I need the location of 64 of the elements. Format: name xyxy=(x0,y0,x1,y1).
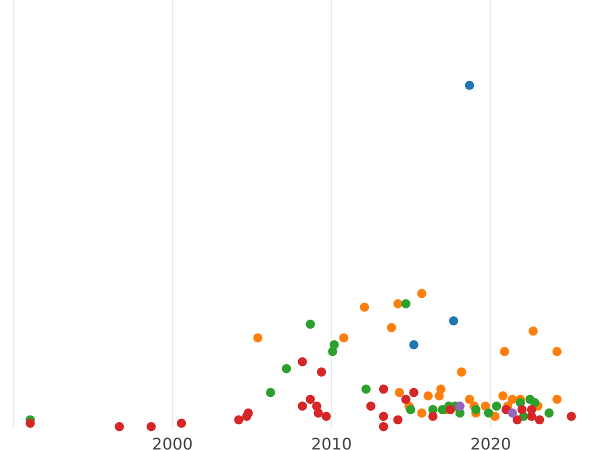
point xyxy=(306,320,315,329)
point xyxy=(393,299,402,308)
x-tick-label: 2010 xyxy=(311,434,352,450)
point xyxy=(378,422,388,432)
point xyxy=(552,394,562,404)
x-tick-label: 2020 xyxy=(470,434,512,450)
point xyxy=(282,364,292,374)
point xyxy=(298,402,307,411)
point xyxy=(484,408,494,418)
point xyxy=(544,408,554,418)
point xyxy=(361,384,371,394)
point xyxy=(378,412,388,421)
point xyxy=(409,340,418,350)
point xyxy=(552,346,562,356)
point xyxy=(114,422,124,432)
point xyxy=(492,402,502,411)
point xyxy=(517,404,527,414)
point xyxy=(401,299,410,308)
point xyxy=(244,408,253,418)
point xyxy=(446,404,456,414)
point xyxy=(266,388,276,398)
point xyxy=(26,418,35,428)
point xyxy=(464,80,474,90)
point xyxy=(417,408,426,418)
point xyxy=(417,288,426,298)
point xyxy=(378,384,388,394)
point xyxy=(386,323,396,332)
point xyxy=(428,412,438,421)
point xyxy=(508,408,518,418)
point xyxy=(298,357,307,366)
point xyxy=(448,316,458,326)
point xyxy=(401,394,410,404)
point xyxy=(339,333,348,342)
point xyxy=(424,391,433,401)
point xyxy=(176,418,186,428)
point xyxy=(480,402,490,411)
point xyxy=(434,391,444,401)
point xyxy=(330,340,339,350)
point xyxy=(500,346,510,356)
point xyxy=(534,415,544,424)
point xyxy=(406,404,416,414)
point xyxy=(471,404,480,414)
x-tick-label: 2000 xyxy=(152,434,193,450)
point xyxy=(366,402,376,411)
point xyxy=(393,415,402,424)
point xyxy=(464,394,474,404)
point xyxy=(253,333,262,342)
point xyxy=(498,391,508,401)
point xyxy=(306,394,315,404)
point xyxy=(314,408,323,418)
point xyxy=(456,367,466,377)
point xyxy=(146,422,156,432)
point xyxy=(394,388,404,398)
point xyxy=(322,412,331,421)
point xyxy=(512,415,522,424)
point xyxy=(360,302,370,312)
point xyxy=(409,388,418,398)
point xyxy=(526,412,536,421)
point xyxy=(566,412,576,421)
point xyxy=(508,394,518,404)
point xyxy=(234,415,244,424)
point xyxy=(455,402,465,411)
point xyxy=(528,326,538,336)
point xyxy=(316,367,326,377)
